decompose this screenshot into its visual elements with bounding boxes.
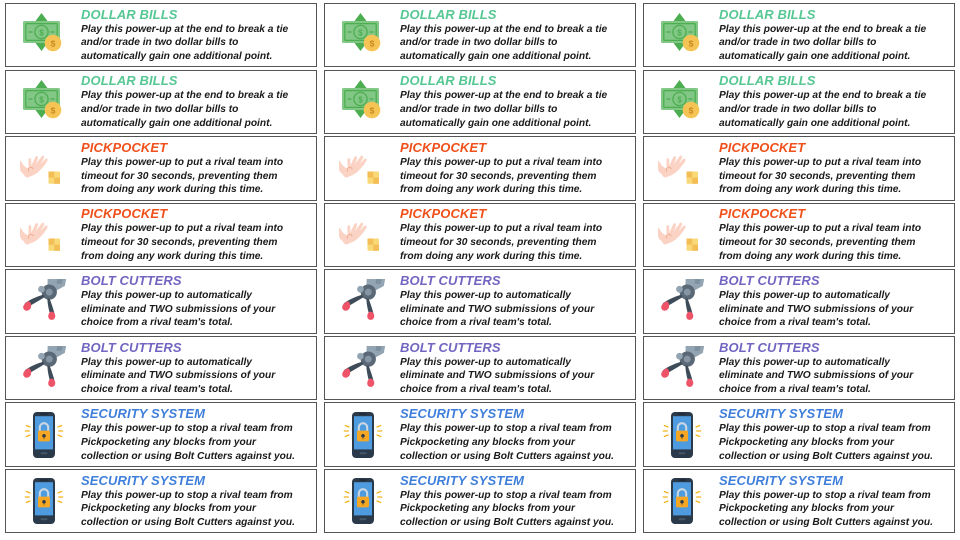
svg-text:$: $	[369, 38, 374, 48]
svg-text:$: $	[358, 95, 363, 104]
svg-text:$: $	[358, 29, 363, 38]
svg-text:$: $	[369, 105, 374, 115]
svg-text:$: $	[677, 95, 682, 104]
svg-text:$: $	[50, 38, 55, 48]
svg-text:$: $	[50, 105, 55, 115]
svg-text:$: $	[688, 38, 693, 48]
svg-text:$: $	[39, 29, 44, 38]
svg-text:$: $	[688, 105, 693, 115]
svg-text:$: $	[39, 95, 44, 104]
svg-text:$: $	[677, 29, 682, 38]
